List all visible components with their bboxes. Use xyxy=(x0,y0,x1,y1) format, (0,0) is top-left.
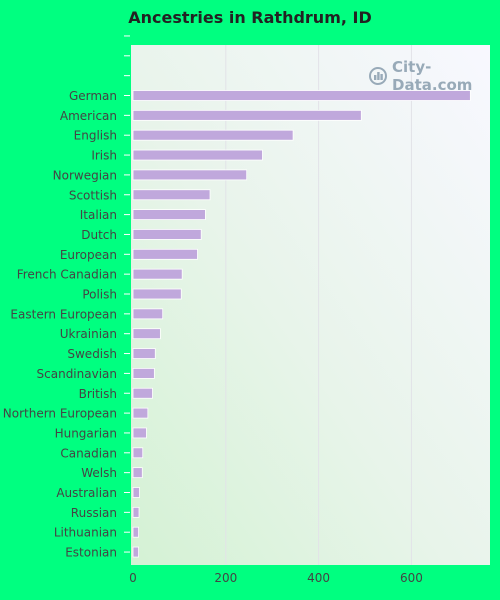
bar-welsh xyxy=(132,467,143,479)
category-label: Eastern European xyxy=(10,307,117,321)
category-label: Australian xyxy=(56,486,117,500)
bar-hungarian xyxy=(132,427,147,439)
bar-norwegian xyxy=(132,169,248,181)
bar-australian xyxy=(132,487,140,498)
bar-estonian xyxy=(132,546,139,558)
bar-swedish xyxy=(132,348,156,359)
category-label: Dutch xyxy=(81,228,117,242)
bar-northern-european xyxy=(132,407,149,419)
category-label: Norwegian xyxy=(53,168,117,182)
category-label: Lithuanian xyxy=(54,526,117,540)
category-label: Scottish xyxy=(69,188,117,202)
bar-ukrainian xyxy=(132,328,161,340)
category-label: Polish xyxy=(82,288,117,302)
category-label: French Canadian xyxy=(17,268,117,282)
category-label: Canadian xyxy=(60,446,117,460)
x-tick-label: 0 xyxy=(129,571,137,585)
category-label: European xyxy=(60,248,117,262)
x-tick-label: 600 xyxy=(400,571,423,585)
category-label: American xyxy=(60,109,117,123)
bar-scottish xyxy=(132,189,211,201)
x-tick-label: 200 xyxy=(214,571,237,585)
bar-british xyxy=(132,387,153,399)
bar-english xyxy=(132,129,294,141)
category-label: Welsh xyxy=(81,466,117,480)
category-label: Irish xyxy=(91,149,117,163)
chart-title: Ancestries in Rathdrum, ID xyxy=(128,8,372,27)
bar-canadian xyxy=(132,447,144,459)
bar-scandinavian xyxy=(132,367,155,379)
category-label: Scandinavian xyxy=(37,367,117,381)
category-label: Russian xyxy=(71,506,117,520)
x-tick-label: 400 xyxy=(307,571,330,585)
category-label: Estonian xyxy=(65,546,117,560)
bar-french-canadian xyxy=(132,268,183,280)
bar-italian xyxy=(132,209,206,221)
category-label: Hungarian xyxy=(55,426,117,440)
category-label: English xyxy=(74,129,117,143)
category-label: German xyxy=(69,89,117,103)
bar-american xyxy=(132,109,362,121)
bar-lithuanian xyxy=(132,526,139,538)
bar-irish xyxy=(132,149,263,161)
bar-eastern-european xyxy=(132,308,164,320)
bar-polish xyxy=(132,288,182,300)
category-label: Italian xyxy=(80,208,117,222)
bar-dutch xyxy=(132,229,202,240)
category-label: Ukrainian xyxy=(60,327,117,341)
category-label: Swedish xyxy=(67,347,117,361)
category-label: Northern European xyxy=(3,407,117,421)
bar-german xyxy=(132,90,471,101)
bar-european xyxy=(132,248,198,260)
plot-area xyxy=(131,45,490,565)
category-label: British xyxy=(79,387,117,401)
bar-russian xyxy=(132,506,140,518)
